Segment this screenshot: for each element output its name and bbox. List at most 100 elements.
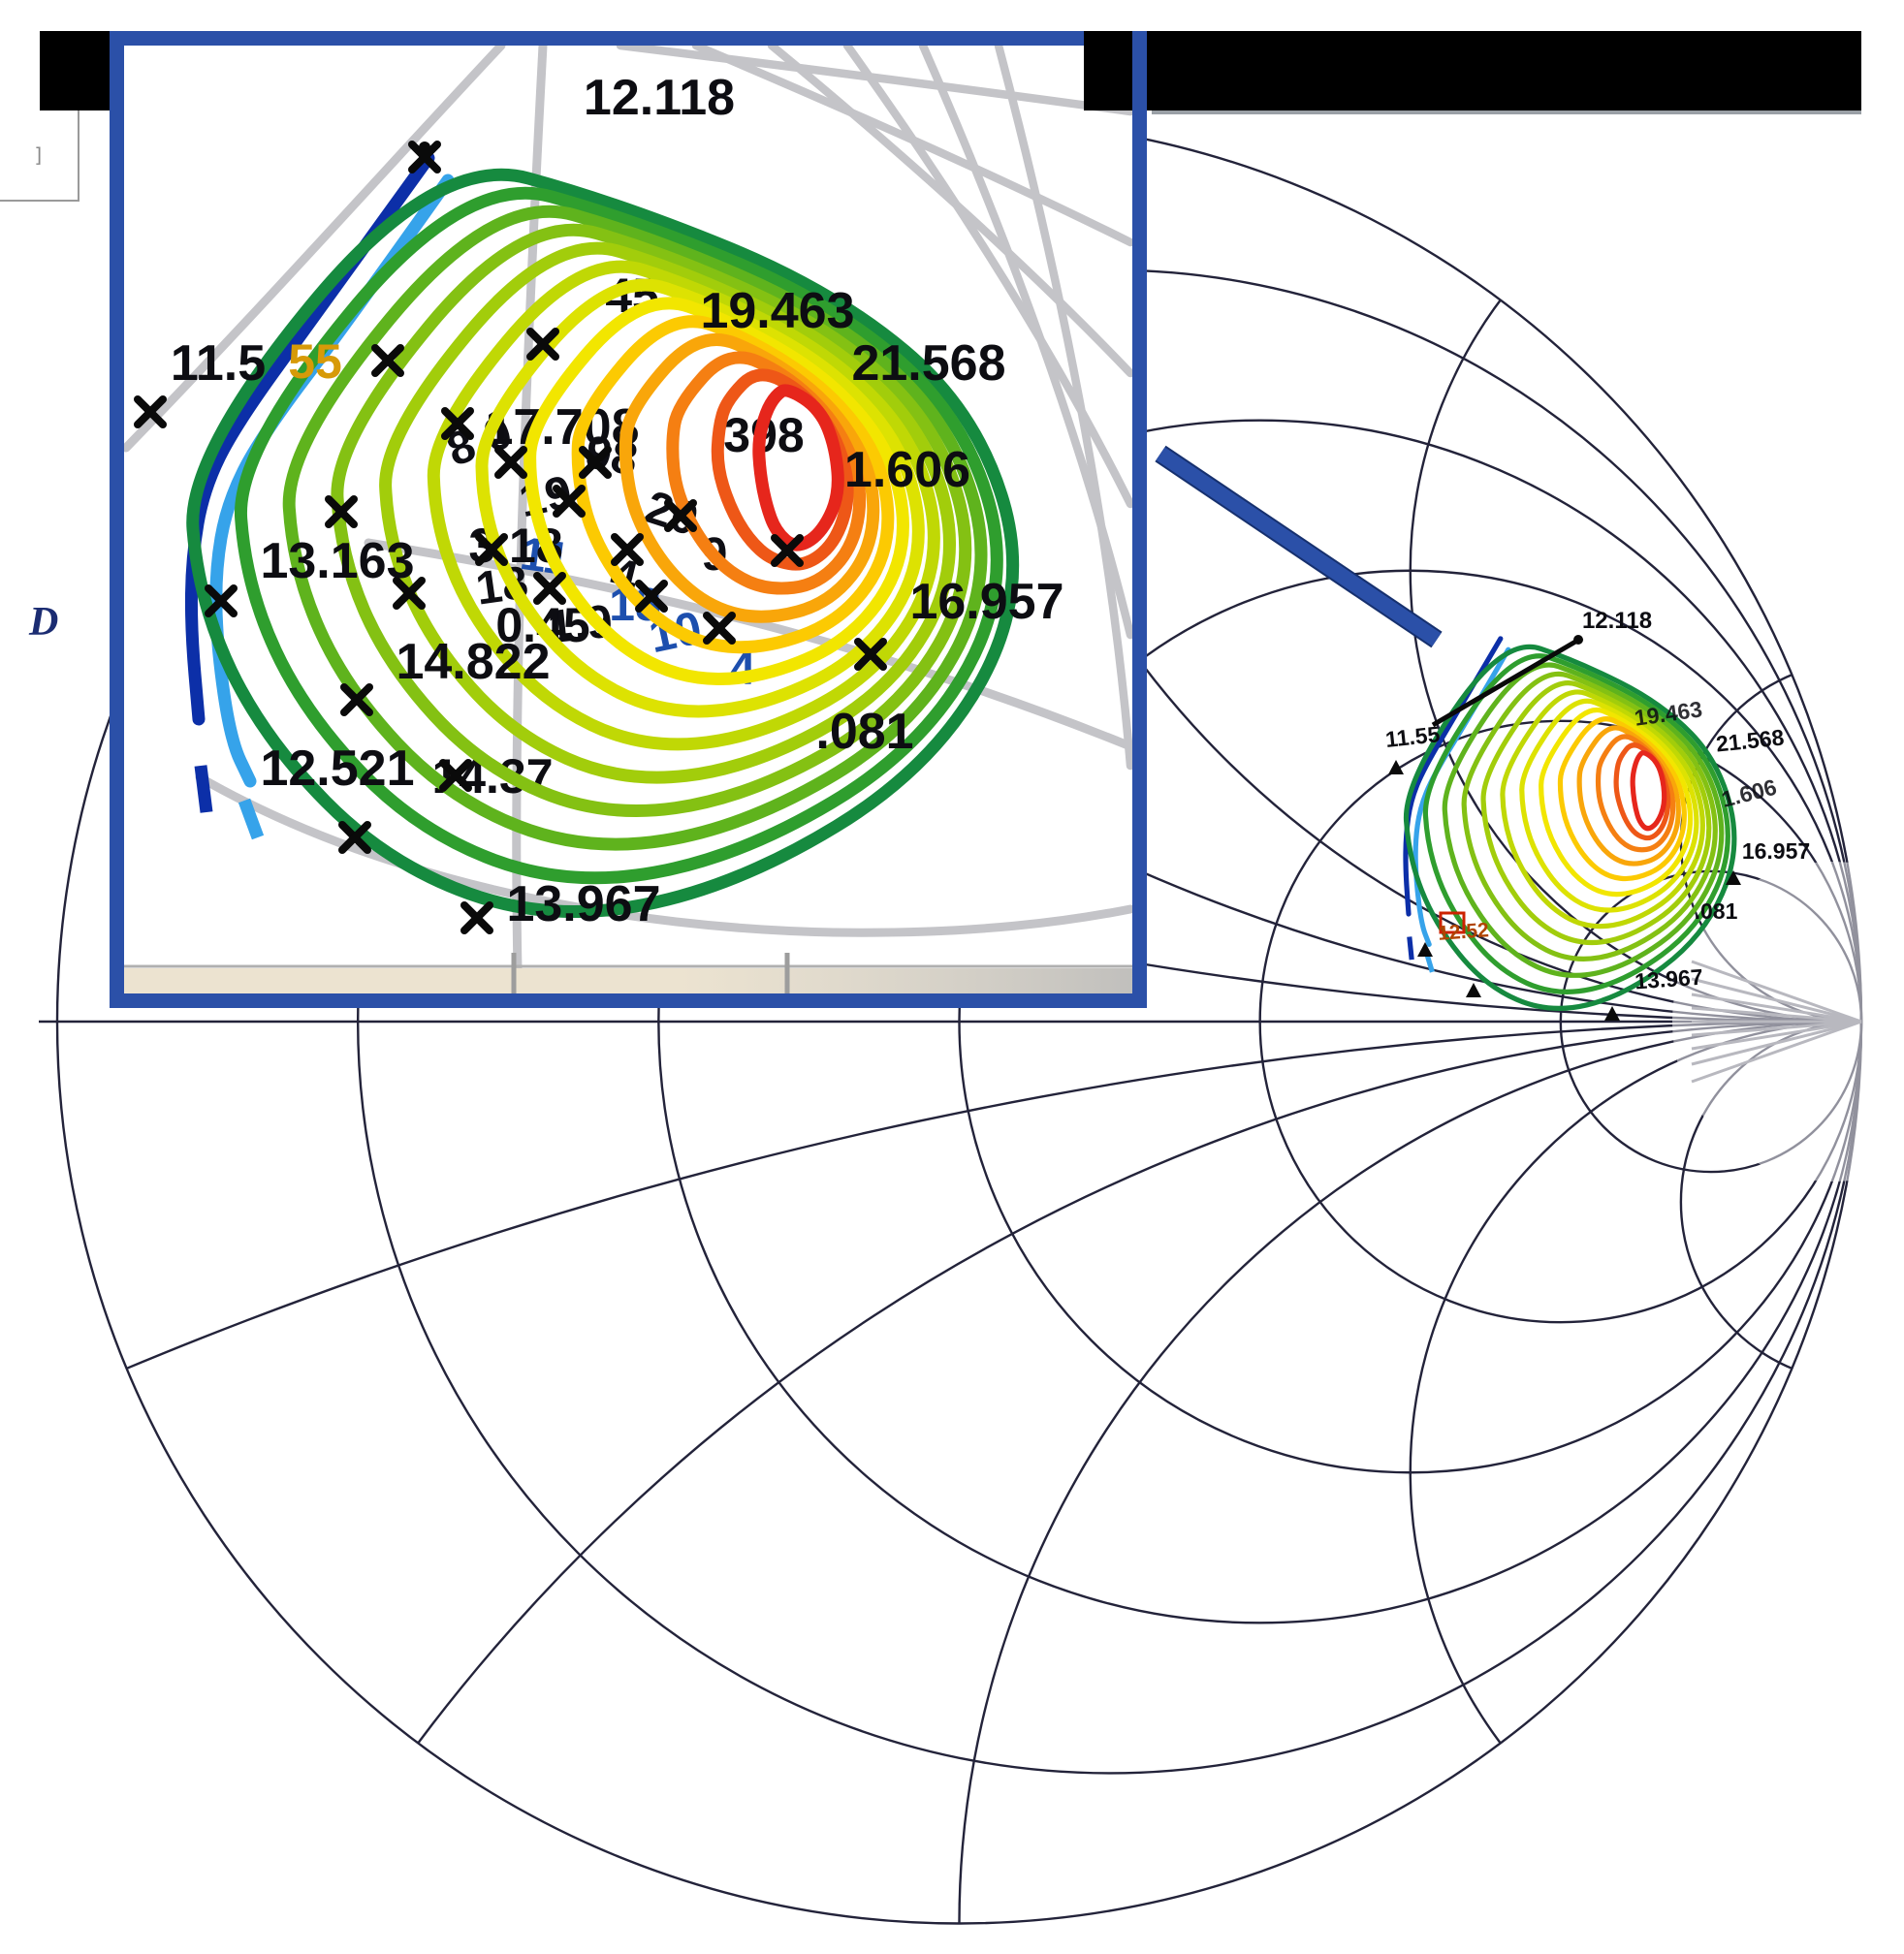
x-marker — [771, 534, 804, 567]
contour-ring — [427, 260, 940, 751]
cluster-edge-line — [1431, 635, 1584, 728]
redaction-bar-right — [1084, 31, 1861, 114]
contour-ring-dash — [238, 798, 265, 840]
contour-ring-small — [1630, 750, 1667, 832]
x-marker-stroke — [553, 485, 586, 518]
x-marker-stroke — [494, 446, 527, 479]
contour-ring-dash — [194, 765, 213, 813]
contour-ring-small-dash — [1407, 936, 1414, 961]
contour-ring — [186, 168, 1020, 919]
contour-ring — [752, 384, 844, 552]
triangle-marker — [1388, 760, 1404, 774]
gray-fan-arc — [691, 46, 1132, 247]
bar-shadow — [1152, 110, 1861, 114]
x-marker-stroke — [635, 580, 668, 613]
x-marker-stroke — [611, 533, 644, 566]
contour-label-small: 11.55 — [1384, 721, 1442, 752]
reactance-arc-x2 — [1409, 120, 1860, 1024]
contour-ring-small-dash — [1424, 953, 1435, 973]
triangle-marker — [1417, 942, 1433, 957]
x-marker — [393, 577, 426, 610]
x-marker — [533, 572, 566, 605]
stray-letter: D — [29, 600, 59, 645]
inset-gray-grid — [124, 46, 1132, 976]
reactance-arc-x-5 — [1679, 1020, 1860, 1384]
x-marker — [340, 683, 373, 716]
x-marker — [338, 821, 371, 854]
tangent-gray-line — [1691, 1006, 1862, 1024]
contour-label: 13.163 — [260, 533, 414, 589]
triangle-marker — [1726, 870, 1741, 885]
x-marker — [579, 446, 612, 479]
x-marker-stroke — [526, 328, 559, 361]
x-marker-stroke — [338, 821, 371, 854]
contour-ring — [235, 186, 1003, 885]
x-marker-stroke — [771, 534, 804, 567]
x-marker — [703, 612, 736, 645]
x-marker-stroke — [340, 683, 373, 716]
x-marker-stroke — [441, 407, 474, 440]
x-marker — [441, 407, 474, 440]
contour-label: .081 — [815, 704, 913, 760]
x-marker — [371, 344, 404, 377]
contour-ring-small — [1519, 698, 1699, 913]
gray-fan-arc — [918, 46, 1132, 640]
x-marker — [134, 395, 167, 428]
corner-glyph: ] — [33, 143, 46, 167]
tangent-gray-line — [1691, 993, 1862, 1024]
magnifier-leader-line — [1155, 445, 1443, 648]
x-marker — [664, 499, 697, 532]
x-marker — [635, 580, 668, 613]
contour-label-small: .081 — [1695, 898, 1738, 924]
contour-label: 13.967 — [506, 876, 660, 932]
x-marker-stroke — [475, 533, 508, 566]
inset-top-dot — [419, 142, 430, 153]
x-marker-stroke — [533, 572, 566, 605]
contour-label-under: 17.708 — [485, 399, 639, 456]
beige-band-fade — [679, 968, 1132, 993]
x-marker-stroke — [371, 344, 404, 377]
tangent-gray-line — [1691, 1020, 1862, 1084]
x-marker — [611, 533, 644, 566]
contour-ring-open — [184, 151, 435, 726]
contour-label-small: 12.118 — [1582, 608, 1652, 634]
contour-ring-small — [1576, 725, 1681, 867]
contour-label: 21.568 — [851, 335, 1005, 392]
contour-label: 11.5 — [171, 335, 266, 392]
gray-fan-arc — [616, 46, 1132, 116]
reactance-arc-x-0.2 — [58, 1020, 1860, 1923]
x-marker — [408, 141, 441, 173]
x-marker-stroke — [439, 759, 472, 792]
tangent-gray-line — [1691, 960, 1862, 1024]
x-marker-stroke — [854, 638, 887, 671]
gray-grid-curve — [124, 46, 506, 453]
x-marker — [325, 495, 358, 528]
contour-cluster-small: 12.11811.5519.46321.5681.60616.957.08113… — [1384, 608, 1810, 1021]
x-marker-stroke — [393, 577, 426, 610]
cluster-top-dot — [1573, 635, 1583, 645]
redaction-bar-overlay — [1084, 31, 1861, 110]
gray-grid-curve — [512, 46, 548, 976]
contour-label-small: 12.52 — [1438, 919, 1490, 945]
contour-ring-small — [1500, 689, 1705, 930]
contour-label: 19.463 — [700, 283, 854, 339]
gray-fan-arc — [842, 46, 1132, 509]
contour-ring-small — [1442, 662, 1725, 978]
tiny-red-box — [1439, 911, 1466, 934]
reactance-arc-x-2 — [1409, 1020, 1860, 1923]
contour-ring — [282, 205, 988, 851]
contour-label-small: 21.568 — [1715, 724, 1786, 756]
contour-label: 12.118 — [584, 70, 735, 126]
contour-label: 14.822 — [396, 634, 550, 690]
tangent-gray-line — [1691, 1020, 1862, 1051]
contour-ring-small — [1461, 671, 1718, 961]
tangent-gray-line — [1691, 1020, 1862, 1037]
x-marker — [205, 584, 238, 617]
x-marker-stroke — [703, 612, 736, 645]
x-marker-stroke — [205, 584, 238, 617]
x-marker — [553, 485, 586, 518]
tangent-gray-line — [1691, 977, 1862, 1024]
gray-fan-arc — [994, 46, 1132, 771]
